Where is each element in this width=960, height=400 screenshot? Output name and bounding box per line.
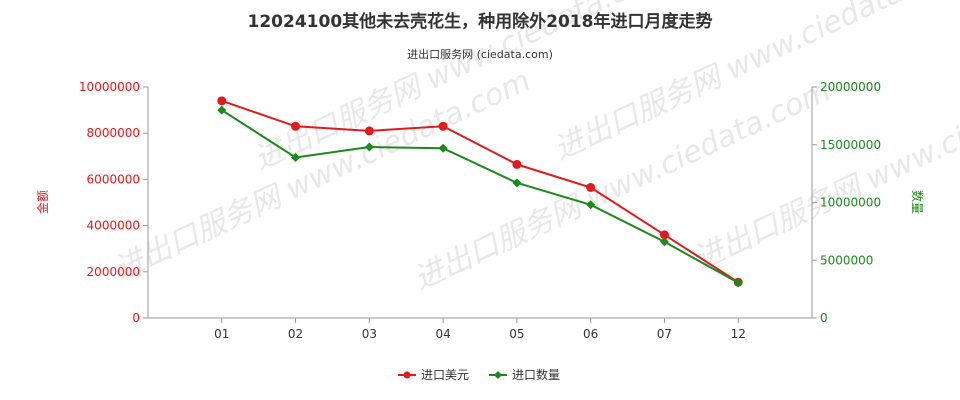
data-point (217, 96, 227, 106)
x-tick-label: 12 (731, 327, 746, 341)
data-point (733, 278, 743, 288)
x-tick-label: 03 (362, 327, 377, 341)
data-point (586, 182, 596, 192)
right-axis-title: 数量 (910, 190, 925, 214)
left-tick-label: 0 (132, 311, 140, 325)
data-point (659, 230, 669, 240)
right-tick-label: 0 (820, 311, 828, 325)
legend-swatch-marker (494, 371, 502, 379)
legend-label: 进口美元 (421, 368, 469, 382)
data-point (659, 237, 669, 247)
x-tick-label: 07 (657, 327, 672, 341)
left-axis-title: 金额 (35, 190, 50, 214)
series-line (221, 109, 739, 284)
data-point (364, 142, 374, 152)
data-point (512, 178, 522, 188)
data-point (438, 143, 448, 153)
left-tick-label: 8000000 (87, 126, 140, 140)
legend[interactable]: 进口美元 进口数量 (398, 367, 560, 382)
legend-item-quantity[interactable]: 进口数量 (489, 367, 560, 382)
x-tick-label: 06 (583, 327, 598, 341)
chart-title: 12024100其他未去壳花生，种用除外2018年进口月度走势 (248, 11, 713, 32)
left-tick-label: 4000000 (87, 219, 140, 233)
data-point (438, 121, 448, 131)
data-point (512, 159, 522, 169)
right-tick-label: 20000000 (820, 80, 881, 94)
axes: 0200000040000006000000800000010000000050… (35, 80, 925, 341)
chart-subtitle: 进出口服务网 (ciedata.com) (407, 47, 553, 61)
left-tick-label: 6000000 (87, 172, 140, 186)
data-point (291, 152, 301, 162)
series-quantity (217, 105, 743, 288)
right-tick-label: 10000000 (820, 196, 881, 210)
x-tick-label: 04 (435, 327, 450, 341)
x-tick-label: 02 (288, 327, 303, 341)
left-tick-label: 10000000 (79, 80, 140, 94)
data-point (364, 126, 374, 136)
legend-swatch-marker (403, 371, 411, 379)
data-point (586, 200, 596, 210)
right-tick-label: 5000000 (820, 253, 873, 267)
right-tick-label: 15000000 (820, 138, 881, 152)
x-tick-label: 05 (509, 327, 524, 341)
series-layer (217, 96, 743, 288)
data-point (291, 121, 301, 131)
x-tick-label: 01 (214, 327, 229, 341)
data-point (217, 105, 227, 115)
legend-label: 进口数量 (512, 367, 560, 382)
left-tick-label: 2000000 (87, 265, 140, 279)
series-line (221, 99, 739, 284)
legend-item-amount[interactable]: 进口美元 (398, 368, 469, 382)
